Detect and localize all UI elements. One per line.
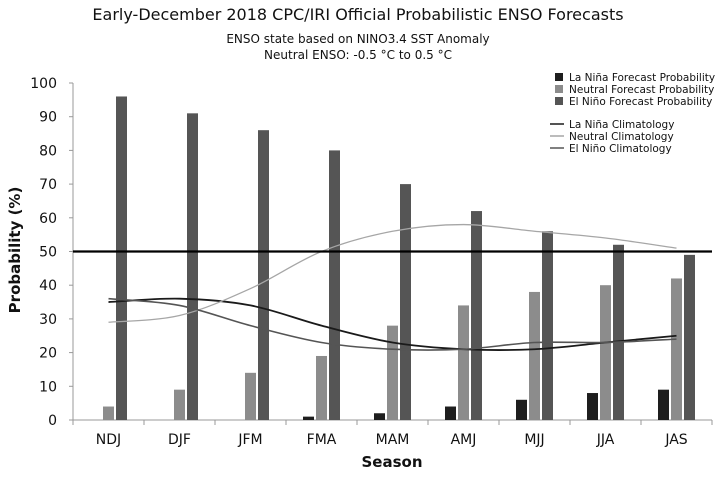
el-nino-climatology-line	[108, 297, 677, 351]
x-tick-label: AMJ	[451, 432, 477, 448]
bar-neutral	[316, 355, 327, 420]
x-tick-label: MAM	[376, 432, 410, 448]
y-tick-label: 80	[39, 143, 57, 159]
legend-el-nino-climatology-label: El Niño Climatology	[569, 143, 672, 155]
bar-la-nina	[658, 389, 669, 420]
bar-neutral	[458, 305, 469, 420]
legend-neutral-climatology-label: Neutral Climatology	[569, 131, 674, 143]
bar-el-nino	[400, 184, 411, 420]
x-tick-label: JAS	[664, 432, 687, 448]
y-tick-label: 60	[39, 211, 57, 227]
legend-neutral-forecast-swatch	[555, 85, 563, 93]
x-tick-label: JFM	[237, 432, 262, 448]
y-axis-label: Probability (%)	[6, 187, 24, 314]
legend-la-nina-forecast-label: La Niña Forecast Probability	[569, 72, 715, 84]
la-nina-climatology-line	[108, 297, 677, 351]
y-tick-label: 50	[39, 245, 57, 261]
legend-la-nina-climatology-label: La Niña Climatology	[569, 119, 674, 131]
x-tick-label: FMA	[307, 432, 337, 448]
y-tick-label: 70	[39, 177, 57, 193]
bar-el-nino	[116, 96, 127, 420]
x-tick-label: DJF	[168, 432, 191, 448]
legend-el-nino-forecast-label: El Niño Forecast Probability	[569, 96, 712, 108]
y-tick-label: 20	[39, 346, 57, 362]
bar-el-nino	[613, 244, 624, 420]
bar-la-nina	[445, 406, 456, 420]
y-tick-label: 0	[48, 413, 57, 429]
y-tick-label: 100	[30, 76, 57, 92]
bar-neutral	[174, 389, 185, 420]
plot-area: 0 10 20 30 40 50 60 70 80 90 100 NDJ DJF JFM FMA MAM AMJ…	[30, 76, 713, 448]
y-tick-label: 40	[39, 278, 57, 294]
legend-el-nino-forecast-swatch	[555, 97, 563, 105]
bar-la-nina	[374, 413, 385, 420]
x-tick-label: JJA	[596, 432, 615, 448]
chart-subtitle-line-2: Neutral ENSO: -0.5 °C to 0.5 °C	[264, 48, 452, 62]
bar-el-nino	[471, 211, 482, 420]
x-tick-label: MJJ	[524, 432, 544, 448]
bar-neutral	[600, 285, 611, 420]
bar-la-nina	[303, 416, 314, 420]
bar-el-nino	[684, 254, 695, 420]
bar-neutral	[671, 278, 682, 420]
bar-la-nina	[587, 393, 598, 420]
y-tick-label: 90	[39, 110, 57, 126]
legend-la-nina-forecast-swatch	[555, 73, 563, 81]
y-tick-label: 30	[39, 312, 57, 328]
chart-subtitle-line-1: ENSO state based on NINO3.4 SST Anomaly	[226, 32, 489, 46]
bar-neutral	[103, 406, 114, 420]
bar-el-nino	[187, 113, 198, 420]
x-axis-label: Season	[361, 453, 422, 471]
chart-title: Early-December 2018 CPC/IRI Official Pro…	[92, 5, 623, 24]
x-tick-label: NDJ	[96, 432, 121, 448]
y-tick-label: 10	[39, 379, 57, 395]
bar-el-nino	[258, 130, 269, 420]
bar-el-nino	[329, 150, 340, 420]
legend-neutral-forecast-label: Neutral Forecast Probability	[569, 84, 714, 96]
bar-neutral	[245, 372, 256, 420]
neutral-climatology-line	[108, 223, 677, 323]
bar-la-nina	[516, 399, 527, 420]
bar-el-nino	[542, 231, 553, 420]
bar-neutral	[387, 325, 398, 420]
bar-neutral	[529, 291, 540, 420]
